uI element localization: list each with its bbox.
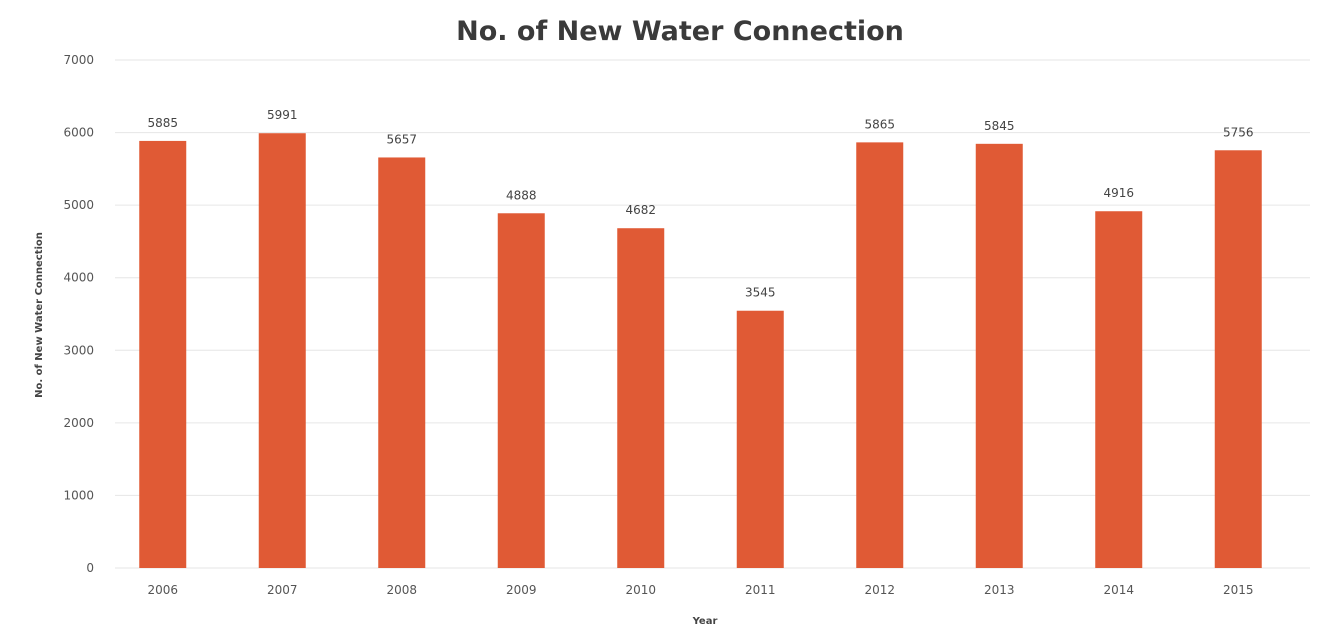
x-tick-label: 2011 bbox=[745, 583, 776, 597]
y-tick-label: 2000 bbox=[63, 416, 94, 430]
y-axis-ticks: 0 1000 2000 3000 4000 5000 6000 7000 bbox=[63, 53, 94, 575]
bar bbox=[378, 157, 426, 568]
x-tick-label: 2013 bbox=[984, 583, 1015, 597]
y-tick-label: 6000 bbox=[63, 126, 94, 140]
x-tick-label: 2009 bbox=[506, 583, 537, 597]
data-label: 5865 bbox=[864, 117, 895, 131]
x-tick-label: 2008 bbox=[386, 583, 417, 597]
bar bbox=[856, 142, 904, 568]
data-label: 5657 bbox=[386, 132, 417, 146]
y-axis-label: No. of New Water Connection bbox=[34, 232, 45, 398]
data-label: 4916 bbox=[1103, 186, 1134, 200]
bar bbox=[1095, 211, 1143, 568]
bar bbox=[736, 310, 784, 568]
data-label: 5885 bbox=[147, 116, 178, 130]
x-tick-label: 2015 bbox=[1223, 583, 1254, 597]
x-tick-label: 2014 bbox=[1103, 583, 1134, 597]
data-label: 4888 bbox=[506, 188, 537, 202]
data-label: 5756 bbox=[1223, 125, 1254, 139]
data-labels: 5885 5991 5657 4888 4682 3545 5865 5845 4916 5756 bbox=[147, 108, 1253, 300]
chart-title: No. of New Water Connection bbox=[456, 16, 904, 47]
data-label: 3545 bbox=[745, 286, 776, 300]
y-tick-label: 4000 bbox=[63, 271, 94, 285]
bar bbox=[617, 228, 665, 568]
data-label: 5845 bbox=[984, 119, 1015, 133]
y-tick-label: 5000 bbox=[63, 198, 94, 212]
data-label: 4682 bbox=[625, 203, 656, 217]
bar bbox=[975, 143, 1023, 568]
y-tick-label: 7000 bbox=[63, 53, 94, 67]
y-tick-label: 0 bbox=[86, 561, 94, 575]
data-label: 5991 bbox=[267, 108, 298, 122]
x-tick-label: 2007 bbox=[267, 583, 298, 597]
x-axis-label: Year bbox=[692, 616, 718, 627]
bar bbox=[139, 140, 187, 568]
x-tick-label: 2010 bbox=[625, 583, 656, 597]
bars bbox=[139, 133, 1262, 568]
x-tick-label: 2012 bbox=[864, 583, 895, 597]
y-tick-label: 1000 bbox=[63, 488, 94, 502]
bar bbox=[1214, 150, 1262, 568]
bar bbox=[258, 133, 306, 568]
x-axis-ticks: 2006 2007 2008 2009 2010 2011 2012 2013 2014 2015 bbox=[147, 583, 1253, 597]
y-tick-label: 3000 bbox=[63, 343, 94, 357]
x-tick-label: 2006 bbox=[147, 583, 178, 597]
bar bbox=[497, 213, 545, 568]
gridlines bbox=[115, 59, 1310, 569]
